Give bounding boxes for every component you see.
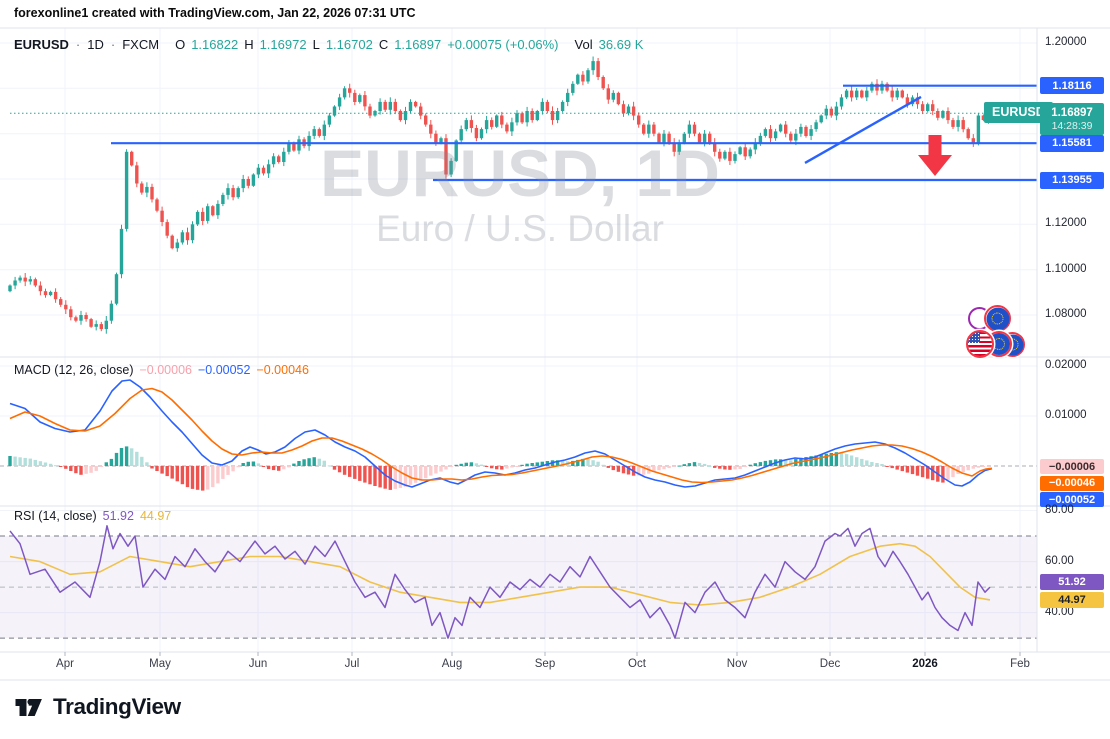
low-value: 1.16702 — [325, 37, 373, 52]
time-axis-label: Feb — [1010, 658, 1030, 670]
last-price-value: 1.16897 — [1051, 106, 1093, 119]
brand-name: TradingView — [53, 694, 181, 719]
exchange-label: FXCM — [122, 37, 160, 52]
time-axis-label: Jun — [248, 658, 268, 670]
macd-pane-legend: MACD (12, 26, close) −0.00006 −0.00052 −… — [14, 363, 309, 377]
last-candle-symbol-tag: EURUSD — [984, 102, 1053, 123]
price-scale-label: 1.12000 — [1045, 217, 1087, 230]
price-scale[interactable]: 1.20000 1.12000 1.10000 1.08000 1.18116 1.155… — [1037, 28, 1110, 357]
time-axis-label: May — [149, 658, 171, 670]
macd-signal-value: −0.00046 — [256, 363, 309, 377]
open-label: O — [175, 37, 186, 52]
volume-value: 36.69 K — [598, 37, 644, 52]
symbol-name[interactable]: EURUSD — [14, 37, 69, 52]
rsi-scale[interactable]: 80.00 60.00 40.00 51.92 44.97 — [1037, 503, 1110, 652]
legend-separator: · — [75, 37, 81, 52]
close-value: 1.16897 — [394, 37, 442, 52]
rsi-scale-label: 60.00 — [1045, 554, 1074, 567]
time-axis[interactable]: Apr May Jun Jul Aug Sep Oct Nov Dec 2026 Feb — [0, 652, 1110, 680]
price-level-badge: 1.13955 — [1040, 171, 1104, 189]
close-label: C — [378, 37, 389, 52]
macd-hist-value: −0.00006 — [139, 363, 192, 377]
macd-value-badge: −0.00046 — [1040, 475, 1104, 491]
rsi-value: 51.92 — [102, 509, 134, 523]
us-flag-face — [968, 332, 992, 356]
macd-scale-label: 0.01000 — [1045, 409, 1087, 421]
page-title: forexonline1 created with TradingView.co… — [14, 6, 416, 20]
price-scale-label: 1.10000 — [1045, 262, 1087, 275]
rsi-scale-label: 80.00 — [1045, 503, 1074, 516]
euro-flag-icon[interactable] — [984, 305, 1011, 332]
rsi-ma-value: 44.97 — [139, 509, 172, 523]
time-axis-label: Sep — [534, 658, 556, 670]
price-scale-label: 1.08000 — [1045, 308, 1087, 320]
time-axis-label: Apr — [56, 658, 74, 670]
last-price-badge: 1.16897 14:28:39 — [1040, 103, 1104, 136]
us-flag-icon[interactable] — [966, 330, 994, 358]
rsi-value-badge: 51.92 — [1040, 574, 1104, 591]
macd-line-value: −0.00052 — [197, 363, 251, 377]
interval-label[interactable]: 1D — [87, 37, 104, 52]
tradingview-logo-icon — [15, 699, 42, 716]
bar-countdown: 14:28:39 — [1051, 119, 1093, 132]
price-pane-legend: EURUSD · 1D · FXCM O 1.16822 H 1.16972 L… — [14, 37, 643, 52]
time-axis-label: Jul — [344, 658, 360, 670]
time-axis-label: 2026 — [912, 658, 938, 670]
time-axis-label: Oct — [628, 658, 646, 670]
time-axis-label: Aug — [441, 658, 463, 670]
low-label: L — [312, 37, 320, 52]
rsi-value-badge: 44.97 — [1040, 591, 1104, 608]
change-value: +0.00075 (+0.06%) — [447, 37, 559, 52]
volume-label: Vol — [574, 37, 593, 52]
high-value: 1.16972 — [259, 37, 307, 52]
down-arrow-annotation — [918, 135, 952, 176]
eu-flag-face — [986, 307, 1009, 330]
price-level-badge: 1.18116 — [1040, 77, 1104, 95]
macd-scale[interactable]: 0.02000 0.01000 −0.00006 −0.00046 −0.00052 — [1037, 357, 1110, 507]
rsi-scale-label: 40.00 — [1045, 605, 1074, 618]
price-scale-label: 1.20000 — [1045, 36, 1087, 48]
rsi-title[interactable]: RSI (14, close) — [14, 509, 97, 523]
high-label: H — [244, 37, 254, 52]
footer-brand[interactable]: TradingView — [13, 693, 181, 721]
open-value: 1.16822 — [191, 37, 239, 52]
macd-title[interactable]: MACD (12, 26, close) — [14, 363, 134, 377]
macd-value-badge: −0.00052 — [1040, 492, 1104, 507]
macd-scale-label: 0.02000 — [1045, 359, 1087, 371]
rsi-pane-legend: RSI (14, close) 51.92 44.97 — [14, 509, 171, 523]
time-axis-label: Dec — [819, 658, 841, 670]
legend-separator: · — [110, 37, 116, 52]
price-level-badge: 1.15581 — [1040, 134, 1104, 152]
macd-value-badge: −0.00006 — [1040, 459, 1104, 474]
time-axis-label: Nov — [726, 658, 748, 670]
